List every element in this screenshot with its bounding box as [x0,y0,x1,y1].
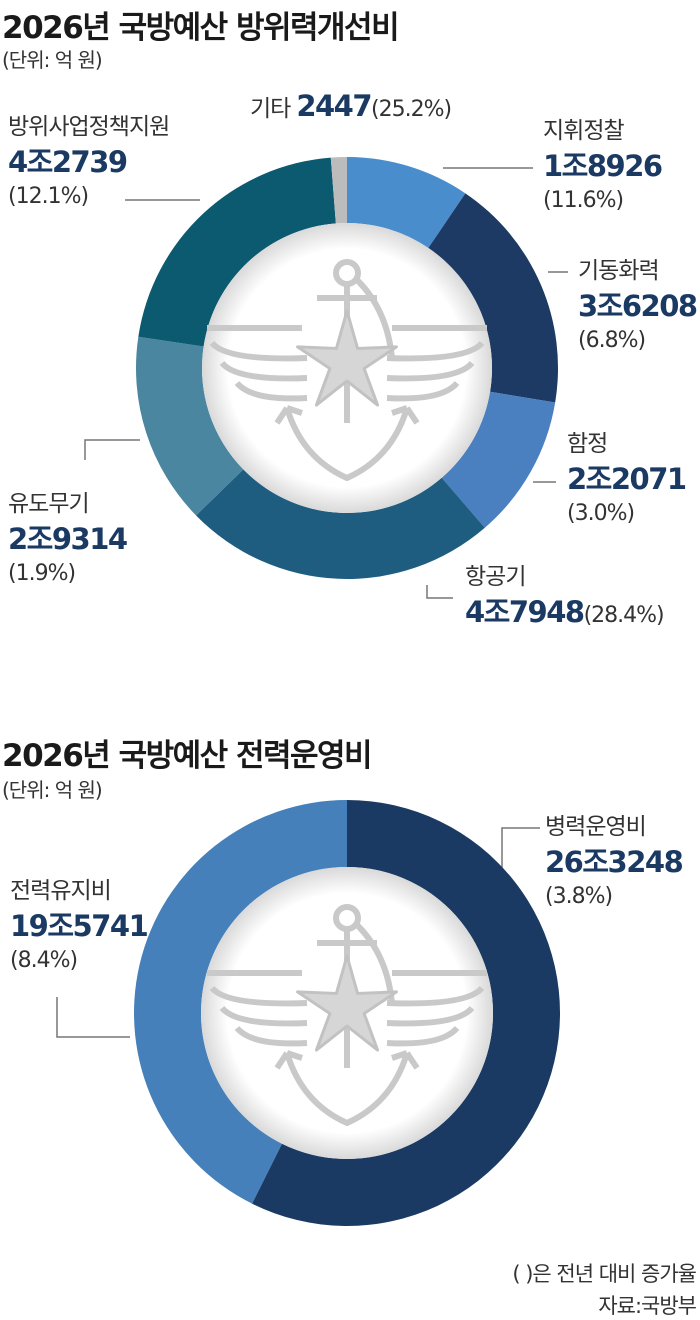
chart1-title: 2026년 국방예산 방위력개선비 [2,10,400,46]
chart1-unit: (단위: 억 원) [2,48,103,72]
leader-line-항공기 [426,585,453,599]
label-name: 방위사업정책지원 [8,114,170,140]
label-value: 26조3248 [545,845,684,879]
label-value: 2447 [296,89,372,123]
defense-emblem-icon [207,259,487,481]
label-기동화력: 기동화력 3조6208 (6.8%) [578,258,698,353]
label-name: 유도무기 [8,491,90,517]
donut-segment-병력운영비 [252,800,560,1226]
label-name: 함정 [567,431,608,457]
label-change: (3.8%) [545,884,613,909]
label-value: 4조2739 [8,145,128,179]
label-전력유지비: 전력유지비 19조5741 (8.4%) [10,878,149,973]
donut-segment-기동화력 [428,193,558,403]
label-유도무기: 유도무기 2조9314 (1.9%) [8,491,128,586]
label-name: 전력유지비 [10,878,112,904]
label-name: 지휘정찰 [543,118,625,144]
label-지휘정찰: 지휘정찰 1조8926 (11.6%) [543,118,663,213]
donut-segment-기타 [330,157,347,224]
label-name: 기동화력 [578,258,660,284]
donut-segment-항공기 [196,469,485,579]
donut-segment-전력유지비 [133,800,347,1204]
label-change: (6.8%) [578,328,646,353]
label-함정: 함정 2조2071 (3.0%) [567,431,687,526]
label-병력운영비: 병력운영비 26조3248 (3.8%) [545,814,684,909]
label-value: 2조2071 [567,462,687,496]
label-name: 병력운영비 [545,814,647,840]
label-name: 항공기 [465,564,526,590]
label-방위사업정책지원: 방위사업정책지원 4조2739 (12.1%) [8,114,170,209]
label-change: (3.0%) [567,501,635,526]
donut-segment-방위사업정책지원 [138,157,336,347]
source: 자료:국방부 [598,1294,697,1318]
label-항공기: 항공기 4조7948(28.4%) [465,564,665,629]
donut-chart-1 [84,157,568,599]
label-value: 4조7948 [465,595,585,629]
leader-line-전력유지비 [56,997,130,1038]
chart2-unit: (단위: 억 원) [2,778,103,802]
label-value: 3조6208 [578,289,698,323]
label-change: (8.4%) [10,948,78,973]
label-value: 1조8926 [543,149,663,183]
label-name: 기타 [250,96,291,122]
label-value: 19조5741 [10,909,149,943]
donut-segment-지휘정찰 [347,157,466,248]
star-icon [296,309,398,407]
donut-segment-함정 [441,391,556,528]
label-value: 2조9314 [8,522,128,556]
label-change: (12.1%) [8,184,89,209]
footnote: ( )은 전년 대비 증가율 [512,1262,697,1286]
leader-line-유도무기 [84,439,140,460]
chart2-title: 2026년 국방예산 전력운영비 [2,738,373,774]
star-icon [296,954,398,1052]
label-기타: 기타 2447(25.2%) [250,89,452,123]
label-change: (1.9%) [8,561,76,586]
donut-segment-유도무기 [136,336,244,516]
label-change: (25.2%) [371,97,452,122]
label-change: (28.4%) [583,603,665,628]
defense-emblem-icon [207,904,487,1126]
label-change: (11.6%) [543,188,624,213]
